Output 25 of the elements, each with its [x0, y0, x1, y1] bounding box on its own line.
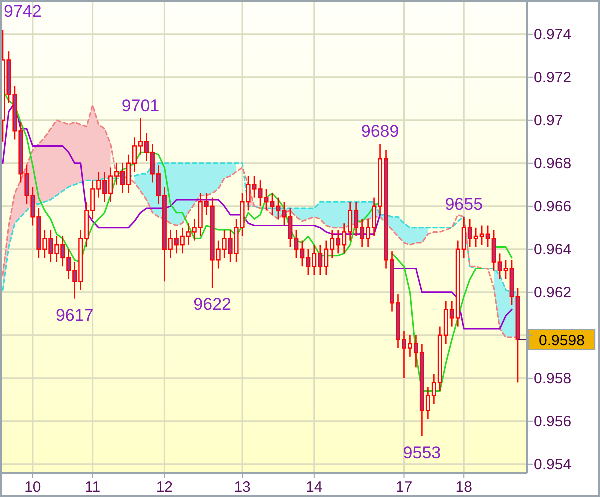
y-tick-label: 0.968	[534, 155, 572, 172]
annotation: 9742	[4, 2, 42, 21]
annotation: 9617	[56, 306, 94, 325]
y-tick-label: 0.954	[534, 456, 572, 474]
x-tick-label: 13	[234, 479, 251, 496]
y-tick-label: 0.97	[534, 112, 564, 130]
y-tick-label: 0.964	[534, 241, 572, 258]
annotation: 9689	[361, 122, 400, 142]
text: 0.9598	[539, 332, 585, 350]
y-tick-label: 0.972	[534, 69, 572, 86]
y-tick-label: 0.962	[534, 284, 572, 302]
x-tick-label: 11	[85, 479, 101, 496]
y-tick-label: 0.974	[534, 26, 572, 44]
x-tick-label: 18	[456, 479, 472, 496]
x-tick-label: 17	[396, 479, 413, 496]
annotation: 9655	[445, 195, 484, 214]
annotation: 9701	[122, 96, 160, 116]
y-tick-label: 0.956	[534, 413, 572, 430]
x-tick-label: 14	[306, 479, 323, 496]
x-tick-label: 10	[24, 479, 42, 496]
annotation: 9553	[403, 443, 442, 462]
annotation: 9622	[194, 295, 232, 314]
x-tick-label: 12	[156, 479, 174, 496]
y-tick-label: 0.958	[534, 370, 572, 388]
y-tick-label: 0.966	[534, 198, 572, 216]
